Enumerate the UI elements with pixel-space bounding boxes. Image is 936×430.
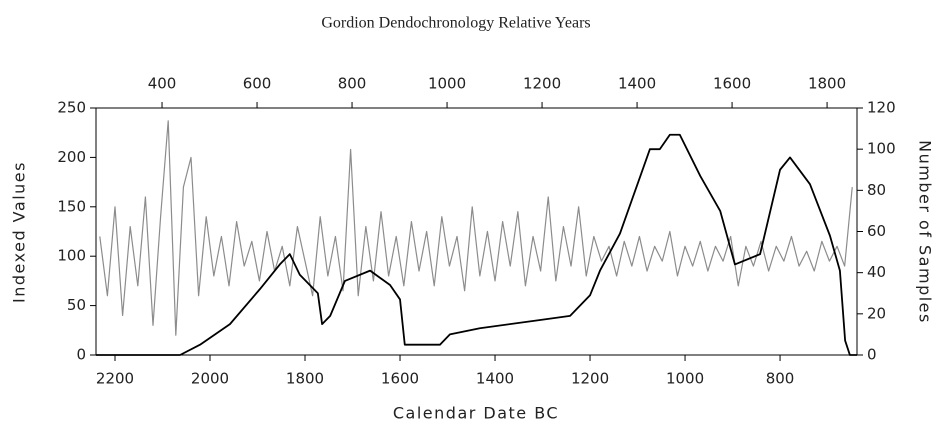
y-tick-label: 0 [76,346,86,364]
y2-tick-label: 60 [867,222,886,240]
y2-axis-title: Number of Samples [916,140,935,324]
x2-tick-label: 1200 [523,75,561,93]
x-tick-label: 800 [766,370,795,388]
y-tick-label: 200 [57,148,86,166]
x-tick-label: 1200 [571,370,609,388]
x-tick-label: 1000 [666,370,704,388]
x-tick-label: 2200 [96,370,134,388]
y-axis-title: Indexed Values [10,161,29,303]
samples-line [96,133,857,356]
x2-tick-label: 400 [148,75,177,93]
x-axis-title: Calendar Date BC [393,404,559,423]
y-tick-label: 250 [57,99,86,117]
x2-tick-label: 1800 [808,75,846,93]
y2-tick-label: 120 [867,99,896,117]
x-tick-label: 2000 [191,370,229,388]
y-tick-label: 100 [57,247,86,265]
x-tick-label: 1400 [476,370,514,388]
x-tick-label: 1600 [381,370,419,388]
y2-tick-label: 0 [867,346,877,364]
x2-tick-label: 800 [338,75,367,93]
x2-tick-label: 600 [243,75,272,93]
x2-tick-label: 1000 [428,75,466,93]
y2-tick-label: 20 [867,304,886,322]
y2-tick-label: 80 [867,181,886,199]
chart-title: Gordion Dendochronology Relative Years [321,15,590,32]
plot-frame [95,107,858,356]
y-tick-label: 150 [57,197,86,215]
x2-tick-label: 1600 [713,75,751,93]
y2-tick-label: 100 [867,140,896,158]
x2-tick-label: 1400 [618,75,656,93]
y-tick-label: 50 [67,296,86,314]
x-tick-label: 1800 [286,370,324,388]
y2-tick-label: 40 [867,263,886,281]
index-line [99,120,853,336]
